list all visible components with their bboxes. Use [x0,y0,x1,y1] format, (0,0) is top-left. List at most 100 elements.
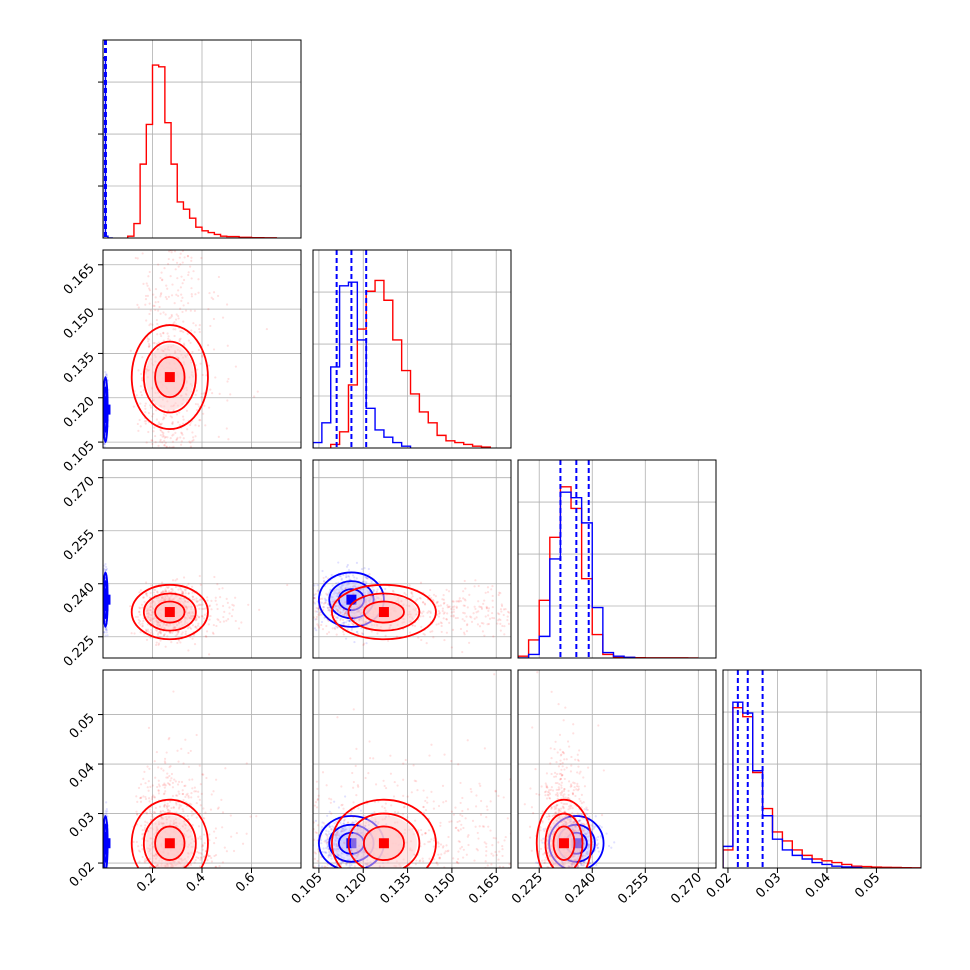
scatter-point-red [475,616,478,619]
scatter-point-red [197,615,201,619]
scatter-point-red [159,453,161,455]
scatter-point-red [138,611,141,614]
scatter-point-red [197,604,200,607]
scatter-point-red [175,293,178,296]
scatter-point-blue [105,808,108,811]
scatter-point-red [182,217,184,219]
scatter-point-red [165,240,167,242]
scatter-point-red [209,388,212,391]
scatter-point-blue [345,565,349,568]
scatter-point-red [137,465,139,467]
scatter-point-red [332,600,335,603]
scatter-point-red [176,469,178,471]
scatter-point-red [168,211,170,213]
scatter-point-red [668,613,670,615]
scatter-point-red [419,581,423,584]
scatter-point-blue [331,584,334,587]
scatter-point-red [181,296,184,299]
scatter-point-red [139,385,142,388]
scatter-point-red [186,332,189,335]
scatter-point-red [317,607,320,610]
scatter-point-blue [320,620,324,624]
scatter-point-red [189,423,192,427]
scatter-point-red [169,247,171,249]
scatter-point-red [166,586,170,590]
scatter-point-red [261,623,263,625]
scatter-point-red [173,334,176,338]
scatter-point-red [376,632,379,635]
scatter-point-red [296,611,298,613]
scatter-point-red [187,271,190,274]
scatter-point-red [569,598,571,600]
scatter-point-red [165,466,167,468]
scatter-point-red [327,619,330,623]
scatter-point-red [556,621,558,623]
scatter-point-red [420,638,423,642]
scatter-point-red [478,625,482,628]
scatter-point-red [144,226,146,228]
scatter-point-red [179,479,181,481]
scatter-point-red [347,594,350,597]
scatter-point-red [159,226,161,228]
scatter-point-red [473,617,476,620]
scatter-point-red [156,423,159,426]
scatter-point-red [172,328,175,331]
scatter-point-red [430,596,433,600]
scatter-point-red [155,342,159,345]
scatter-point-red [211,631,215,634]
scatter-point-blue [336,626,339,629]
scatter-point-red [155,144,157,146]
scatter-point-red [328,596,331,599]
scatter-point-blue [367,567,370,571]
scatter-point-red [191,598,194,601]
scatter-point-red [290,621,292,623]
scatter-point-red [148,344,151,347]
scatter-point-red [166,204,168,206]
scatter-point-red [209,614,212,618]
scatter-point-red [463,598,466,601]
scatter-point-red [345,616,348,619]
scatter-point-red [163,439,166,442]
scatter-point-red [199,522,201,524]
scatter-point-red [198,405,201,408]
scatter-point-red [649,624,651,626]
scatter-point-red [139,631,142,634]
scatter-point-red [142,509,144,511]
scatter-point-red [187,273,190,277]
scatter-point-red [139,473,141,475]
scatter-point-blue [347,575,351,578]
scatter-point-red [163,634,166,637]
scatter-point-red [166,436,169,439]
scatter-point-red [273,598,275,600]
scatter-point-red [944,607,946,609]
scatter-point-red [164,588,167,591]
histogram-step-red [127,64,277,238]
scatter-point-red [174,318,178,321]
scatter-point-red [443,638,446,642]
scatter-point-red [174,585,177,589]
scatter-point-red [672,618,674,620]
scatter-point-red [492,635,495,638]
scatter-point-red [190,259,193,262]
scatter-point-red [177,588,180,591]
scatter-point-red [317,613,320,616]
scatter-point-red [332,588,336,592]
scatter-point-red [177,474,179,476]
scatter-point-red [164,414,168,417]
scatter-point-red [160,169,162,171]
scatter-point-red [226,399,229,402]
scatter-point-red [169,457,171,459]
scatter-point-red [157,421,161,424]
scatter-point-red [686,591,688,593]
scatter-point-red [280,617,282,619]
scatter-point-red [132,405,135,408]
scatter-point-red [395,635,399,638]
scatter-point-red [210,608,213,611]
scatter-point-red [243,630,245,632]
scatter-point-red [166,154,168,156]
scatter-point-red [269,599,271,601]
scatter-point-red [447,590,451,593]
scatter-point-red [643,610,645,612]
scatter-point-blue [376,588,379,591]
scatter-point-red [203,392,206,395]
